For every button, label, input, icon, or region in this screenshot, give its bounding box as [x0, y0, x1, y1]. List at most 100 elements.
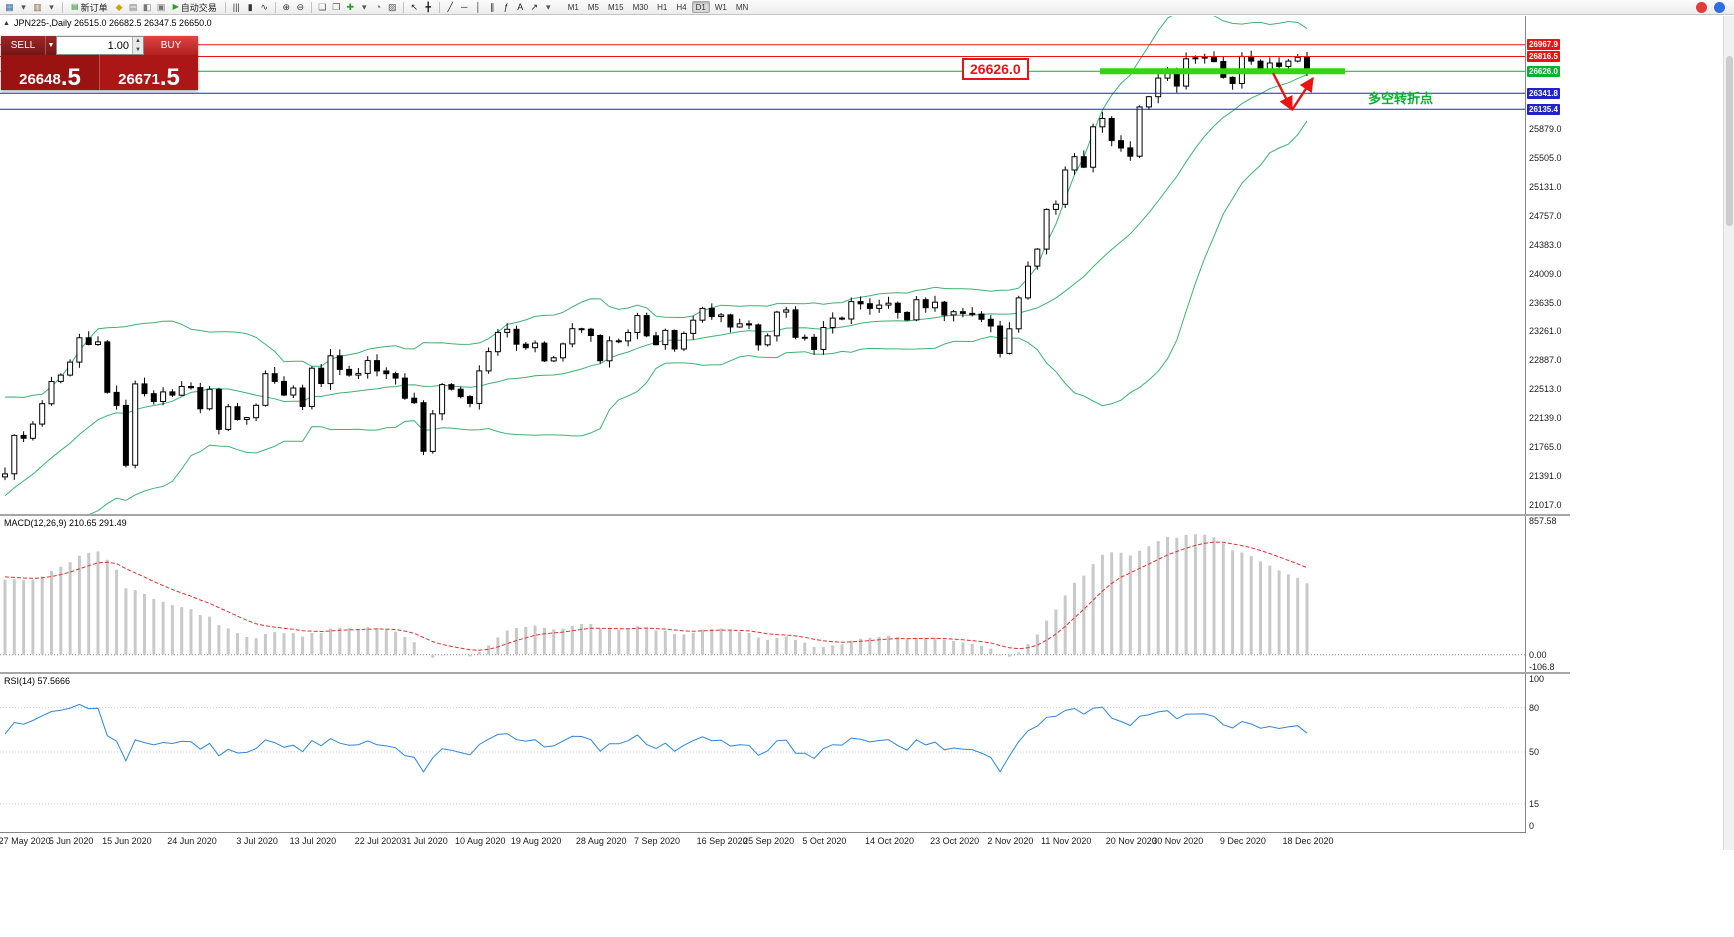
timeframe-m30-button[interactable]: M30: [632, 2, 649, 12]
annotation-note-text[interactable]: 多空转折点: [1368, 91, 1434, 106]
rsi-axis-label: 100: [1529, 674, 1545, 684]
new-chart-icon[interactable]: ▦: [5, 1, 14, 12]
new-chart-dropdown-icon[interactable]: ▾: [21, 1, 26, 12]
cascade-windows-icon[interactable]: ❐: [332, 1, 341, 12]
line-chart-icon[interactable]: ∿: [260, 1, 269, 12]
arrows-dropdown-icon[interactable]: ▾: [545, 1, 551, 12]
toolbar-separator: [310, 1, 312, 13]
toolbar-icon-group: ▦ ▾ ▥ ▾ ▤ 新订单 ◆ ▤ ◧ ▣ ▶ 自动交易 ||| ▮ ∿ ⊕ ⊖ ❏ ❐ ✚ ▾ ◔ ▨ ↖ ╋ ╱ ─ │ ∥ ƒ A ↗ ▾: [3, 1, 555, 14]
metaeditor-icon[interactable]: ◆: [115, 1, 123, 12]
timeframe-w1-button[interactable]: W1: [714, 2, 727, 12]
order-type-dropdown-icon[interactable]: ▼: [45, 36, 56, 55]
arrows-icon[interactable]: ↗: [530, 1, 539, 12]
rsi-axis-label: 80: [1529, 702, 1540, 713]
one-click-panel-toggle-icon[interactable]: ▲: [3, 19, 10, 27]
crosshair-icon[interactable]: ╋: [425, 1, 431, 12]
timeframe-toolbar: M1 M5 M15 M30 H1 H4 D1 W1 MN: [564, 1, 753, 13]
main-toolbar: ▦ ▾ ▥ ▾ ▤ 新订单 ◆ ▤ ◧ ▣ ▶ 自动交易 ||| ▮ ∿ ⊕ ⊖ ❏ ❐ ✚ ▾ ◔ ▨ ↖ ╋ ╱ ─ │ ∥ ƒ A ↗ ▾…: [0, 0, 1734, 15]
candlestick-chart-icon[interactable]: ▮: [247, 1, 253, 12]
new-order-button[interactable]: ▤ 新订单: [67, 1, 112, 14]
profiles-dropdown-icon[interactable]: ▾: [49, 1, 54, 12]
channel-icon[interactable]: ∥: [490, 1, 495, 12]
vertical-line-icon[interactable]: │: [475, 1, 482, 12]
indicators-dropdown-icon[interactable]: ▾: [361, 1, 367, 12]
price-axis[interactable]: 25879.0 25505.0 25131.0 24757.0 24383.0 24009…: [1525, 16, 1570, 514]
main-chart-plot[interactable]: [0, 16, 1525, 514]
time-axis-label: 31 Jul 2020: [401, 836, 448, 846]
chart-window: ▲ JPN225-,Daily 26515.0 26682.5 26347.5 …: [0, 16, 1570, 850]
timeframe-h4-button[interactable]: H4: [676, 2, 687, 12]
chart-title-ohlc: JPN225-,Daily 26515.0 26682.5 26347.5 26…: [13, 18, 212, 28]
time-axis-label: 22 Jul 2020: [354, 836, 402, 846]
timeframe-m5-button[interactable]: M5: [587, 2, 599, 12]
text-icon[interactable]: A: [517, 1, 524, 12]
time-axis-label: 10 Aug 2020: [455, 836, 506, 846]
bar-chart-icon[interactable]: |||: [232, 1, 240, 12]
sell-price-fraction: .5: [60, 63, 81, 91]
timeframe-mn-button[interactable]: MN: [735, 2, 749, 12]
cursor-icon[interactable]: ↖: [410, 1, 419, 12]
zoom-in-icon[interactable]: ⊕: [282, 1, 291, 12]
macd-axis-label: -106.8: [1529, 662, 1555, 672]
terminal-icon[interactable]: ▣: [156, 1, 166, 12]
tile-windows-icon[interactable]: ❏: [318, 1, 327, 12]
one-click-trading-panel: SELL ▼ 1.00 ▲ ▼ BUY 26648 .5 26671: [1, 36, 198, 90]
macd-plot[interactable]: [0, 516, 1525, 672]
period-icon[interactable]: ◔: [375, 1, 381, 12]
red-status-icon[interactable]: [1696, 1, 1707, 13]
timeframe-m1-button[interactable]: M1: [567, 2, 579, 12]
buy-button[interactable]: BUY: [144, 36, 198, 55]
new-order-icon: ▤: [71, 2, 79, 11]
time-axis-label: 27 May 2020: [0, 836, 51, 846]
buy-price-fraction: .5: [159, 63, 180, 91]
auto-trading-button[interactable]: ▶ 自动交易: [169, 1, 221, 14]
timeframe-m15-button[interactable]: M15: [608, 2, 624, 12]
sell-price-button[interactable]: 26648 .5: [1, 55, 99, 90]
indicators-icon[interactable]: ✚: [346, 1, 355, 12]
volume-up-icon[interactable]: ▲: [133, 37, 143, 46]
market-watch-icon[interactable]: ▤: [128, 1, 138, 12]
time-axis-label: 13 Jul 2020: [289, 836, 337, 846]
panel-splitter[interactable]: [0, 672, 1570, 674]
time-axis-label: 24 Jun 2020: [167, 836, 217, 846]
buy-price-button[interactable]: 26671 .5: [99, 55, 198, 90]
volume-value[interactable]: 1.00: [107, 39, 129, 52]
rsi-label: RSI(14) 57.5666: [4, 676, 71, 686]
sell-button[interactable]: SELL: [1, 36, 45, 55]
navigator-icon[interactable]: ◧: [142, 1, 152, 12]
timeframe-d1-button[interactable]: D1: [691, 1, 710, 13]
blue-status-icon[interactable]: [1714, 1, 1725, 13]
templates-icon[interactable]: ▨: [387, 1, 397, 12]
macd-axis-label: 857.58: [1529, 516, 1557, 526]
zoom-out-icon[interactable]: ⊖: [296, 1, 305, 12]
price-axis-label: 21391.0: [1529, 471, 1562, 482]
vertical-scrollbar[interactable]: [1723, 16, 1734, 850]
new-order-button-label: 新订单: [80, 2, 108, 13]
macd-axis[interactable]: 857.58 0.00 -106.8: [1525, 516, 1570, 672]
toolbar-separator: [62, 1, 63, 13]
horizontal-line-icon[interactable]: ─: [461, 1, 468, 12]
rsi-axis[interactable]: 100 80 50 15 0: [1525, 674, 1570, 832]
rsi-axis-label: 50: [1529, 747, 1540, 757]
volume-down-icon[interactable]: ▼: [133, 45, 143, 54]
price-axis-label: 21017.0: [1529, 499, 1562, 510]
timeframe-h1-button[interactable]: H1: [657, 2, 668, 12]
time-axis-label: 5 Oct 2020: [802, 836, 847, 846]
price-axis-label: 25879.0: [1529, 123, 1562, 134]
sell-price: 26648: [19, 71, 61, 88]
volume-stepper: ▲ ▼: [132, 37, 143, 54]
volume-input[interactable]: 1.00 ▲ ▼: [56, 36, 144, 55]
price-marker-label: 26135.4: [1527, 103, 1560, 115]
time-axis[interactable]: 27 May 2020 5 Jun 2020 15 Jun 2020 24 Jun 2…: [0, 832, 1526, 850]
panel-splitter[interactable]: [0, 514, 1570, 516]
time-axis-label: 23 Oct 2020: [930, 836, 980, 846]
time-axis-label: 20 Nov 2020: [1105, 836, 1157, 846]
fibonacci-icon[interactable]: ƒ: [503, 1, 509, 12]
scrollbar-thumb[interactable]: [1726, 56, 1733, 226]
price-callout-label[interactable]: 26626.0: [962, 58, 1029, 80]
buy-price: 26671: [118, 71, 160, 88]
rsi-plot[interactable]: [0, 674, 1525, 832]
profiles-icon[interactable]: ▥: [33, 1, 42, 12]
trendline-icon[interactable]: ╱: [447, 1, 453, 12]
